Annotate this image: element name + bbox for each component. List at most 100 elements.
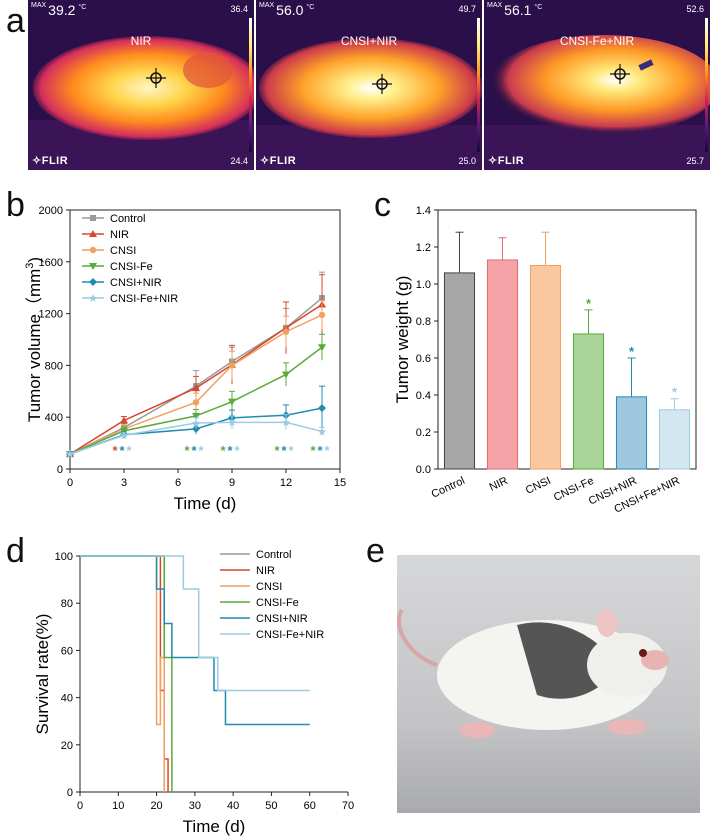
- scale-min: 25.0: [458, 156, 476, 166]
- thermal-image-cnsi-nir: MAX 56.0 °C CNSI+NIR 49.7 25.0 ✧FLIR: [256, 0, 482, 170]
- survival-line-control: [80, 555, 165, 792]
- legend-label: Control: [256, 549, 291, 561]
- y-tick-label: 80: [61, 598, 73, 610]
- x-tick-label: 12: [280, 477, 292, 489]
- max-temp-readout: MAX 56.0 °C: [259, 2, 315, 18]
- x-tick-label: 10: [112, 800, 124, 812]
- y-tick-label: 1200: [39, 309, 63, 321]
- color-scale-bar: [477, 18, 480, 152]
- bar: [529, 265, 562, 470]
- panel-label-b: b: [6, 186, 25, 224]
- thermal-mouse-image: [28, 0, 254, 170]
- x-tick-label: 6: [175, 477, 181, 489]
- crosshair-icon: [610, 64, 630, 84]
- significance-star: *: [281, 443, 287, 458]
- y-tick-label: 1.2: [416, 242, 431, 254]
- significance-star: *: [220, 443, 226, 458]
- legend-label: CNSI: [110, 245, 136, 257]
- legend-marker: [89, 294, 97, 302]
- x-axis-label: Time (d): [174, 494, 237, 513]
- x-tick-label: Control: [430, 475, 467, 501]
- scale-max: 52.6: [686, 4, 704, 14]
- plot-frame: [69, 209, 341, 470]
- y-tick-label: 20: [61, 740, 73, 752]
- series-cnsi-fe: [66, 333, 326, 459]
- survival-line-cnsi-fe: [80, 555, 173, 792]
- legend-marker: [89, 278, 97, 286]
- legend-marker: [89, 263, 97, 270]
- thermal-mouse-image: [484, 0, 710, 170]
- x-tick-label: 9: [229, 477, 235, 489]
- panel-label-c: c: [374, 186, 391, 224]
- significance-star: *: [288, 443, 294, 458]
- y-tick-label: 2000: [39, 205, 63, 217]
- legend-marker: [90, 215, 96, 221]
- color-scale-bar: [705, 18, 708, 152]
- y-tick-label: 0.0: [416, 464, 431, 476]
- data-point: [318, 404, 326, 413]
- significance-star: *: [191, 443, 197, 458]
- survival-line-cnsi-fe-nir: [80, 555, 310, 692]
- survival-line-cnsi: [80, 555, 165, 792]
- thermal-image-cnsi-fe-nir: MAX 56.1 °C CNSI-Fe+NIR 52.6 25.7 ✧FLIR: [484, 0, 710, 170]
- data-point: [282, 328, 290, 335]
- data-point: [318, 344, 326, 352]
- legend-marker: [89, 230, 97, 237]
- x-tick-label: 3: [121, 477, 127, 489]
- legend-label: CNSI-Fe: [110, 261, 153, 273]
- color-scale-bar: [249, 18, 252, 152]
- thermal-image-nir: MAX 39.2 °C NIR 36.4 24.4 ✧FLIR: [28, 0, 254, 170]
- significance-star: *: [198, 443, 204, 458]
- series-line: [69, 297, 323, 455]
- data-point: [192, 399, 200, 406]
- flir-logo: ✧FLIR: [488, 155, 525, 167]
- significance-star: *: [112, 443, 118, 458]
- survival-line-nir: [80, 555, 169, 792]
- bar: [443, 272, 476, 470]
- y-tick-label: 0.6: [416, 353, 431, 365]
- series-line: [69, 314, 323, 455]
- y-axis-label: Tumor weight (g): [393, 276, 412, 404]
- legend-label: Control: [110, 213, 145, 225]
- survival-line-cnsi-nir: [80, 555, 310, 726]
- data-point: [192, 384, 200, 392]
- plot-frame: [437, 209, 697, 470]
- legend-label: CNSI: [256, 581, 282, 593]
- y-tick-label: 400: [45, 412, 63, 424]
- data-point: [192, 412, 200, 420]
- significance-star: *: [227, 443, 233, 458]
- scale-min: 25.7: [686, 156, 704, 166]
- panel-label-a: a: [6, 2, 25, 40]
- significance-star: *: [672, 385, 678, 400]
- x-tick-label: 20: [150, 800, 162, 812]
- y-tick-label: 40: [61, 693, 73, 705]
- legend-label: CNSI-Fe: [256, 597, 299, 609]
- x-tick-label: 30: [189, 800, 201, 812]
- scale-min: 24.4: [230, 156, 248, 166]
- significance-star: *: [629, 344, 635, 359]
- legend-label: CNSI+NIR: [256, 613, 308, 625]
- legend-label: CNSI+NIR: [110, 277, 162, 289]
- thermal-label: NIR: [130, 34, 152, 48]
- bar: [658, 409, 691, 470]
- significance-star: *: [586, 296, 592, 311]
- x-tick-label: 0: [77, 800, 83, 812]
- y-axis-label-main: Tumor volume（mm: [25, 269, 44, 422]
- data-point: [66, 450, 74, 459]
- series-line: [69, 421, 323, 455]
- panel-label-e: e: [366, 532, 385, 570]
- significance-star: *: [119, 443, 125, 458]
- legend-marker: [89, 246, 97, 254]
- y-tick-label: 60: [61, 645, 73, 657]
- crosshair-icon: [372, 74, 392, 94]
- x-tick-label: 0: [67, 477, 73, 489]
- mouse-photo: [396, 555, 700, 813]
- x-tick-label: 70: [342, 800, 354, 812]
- data-point: [192, 424, 200, 433]
- series-line: [69, 346, 323, 455]
- scale-max: 36.4: [230, 4, 248, 14]
- data-point: [228, 362, 236, 369]
- data-point: [282, 418, 290, 427]
- y-tick-label: 1.4: [416, 205, 431, 217]
- x-tick-label: CNSI: [524, 475, 553, 497]
